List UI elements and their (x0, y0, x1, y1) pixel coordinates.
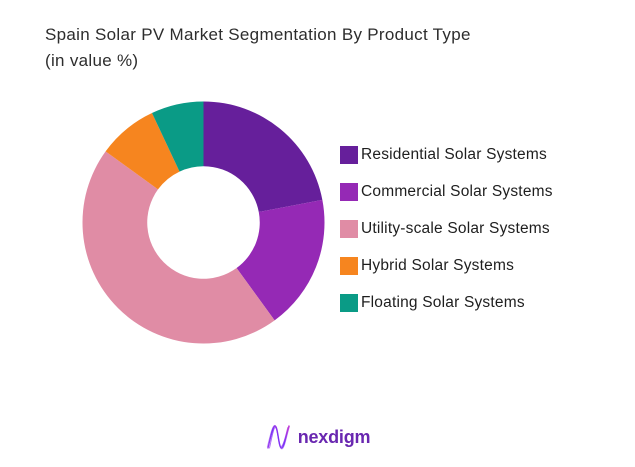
legend-item-2: Commercial Solar Systems (340, 183, 553, 201)
legend-item-1: Residential Solar Systems (340, 146, 553, 164)
legend-swatch-icon (340, 257, 358, 275)
donut-slice-4 (105, 113, 180, 190)
legend-item-4: Hybrid Solar Systems (340, 257, 553, 275)
legend-swatch-icon (340, 294, 358, 312)
legend-label: Hybrid Solar Systems (361, 257, 515, 274)
legend-label: Residential Solar Systems (361, 146, 547, 163)
donut-chart (82, 101, 325, 344)
chart-title-line1: Spain Solar PV Market Segmentation By Pr… (45, 25, 471, 44)
legend-swatch-icon (340, 220, 358, 238)
legend-item-5: Floating Solar Systems (340, 294, 553, 312)
donut-slice-5 (151, 101, 204, 172)
legend-item-3: Utility-scale Solar Systems (340, 220, 553, 238)
legend-label: Floating Solar Systems (361, 294, 525, 311)
chart-title: Spain Solar PV Market Segmentation By Pr… (45, 22, 471, 74)
chart-title-line2: (in value %) (45, 51, 139, 70)
donut-slice-2 (236, 199, 325, 321)
brand-name: nexdigm (297, 426, 371, 447)
donut-slice-1 (203, 101, 323, 212)
brand-footer: nexdigm (0, 421, 635, 453)
donut-slice-3 (82, 151, 275, 344)
legend-swatch-icon (340, 183, 358, 201)
nexdigm-logo-icon (266, 424, 290, 450)
legend-label: Commercial Solar Systems (361, 183, 553, 200)
legend-swatch-icon (340, 146, 358, 164)
chart-legend: Residential Solar Systems Commercial Sola… (340, 146, 553, 312)
donut-chart-svg (82, 101, 325, 344)
legend-label: Utility-scale Solar Systems (361, 220, 550, 237)
